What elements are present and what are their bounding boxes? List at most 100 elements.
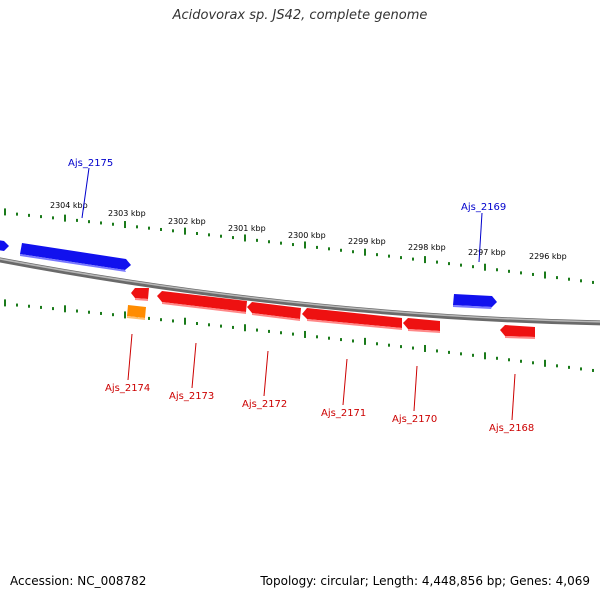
scale-tick-inner	[124, 311, 126, 319]
scale-tick-inner	[592, 368, 594, 372]
scale-tick-inner	[340, 338, 342, 342]
gene-label-ajs2168[interactable]: Ajs_2168	[489, 423, 534, 434]
scale-tick-inner	[28, 304, 30, 308]
accession-text: Accession: NC_008782	[10, 574, 147, 588]
scale-tick-inner	[484, 352, 486, 360]
gene-arrow-ajs2172-shade	[252, 313, 300, 321]
scale-tick-inner	[472, 353, 474, 357]
scale-tick-outer	[556, 276, 558, 280]
gene-arrow-ajs2175[interactable]	[20, 243, 131, 270]
scale-tick-outer	[376, 253, 378, 257]
scale-tick-outer	[16, 212, 18, 216]
scale-tick-outer	[220, 234, 222, 238]
gene-arrow-ajs2169-shade	[453, 305, 492, 309]
scale-ticks-outer	[4, 208, 594, 284]
scale-tick-inner	[232, 325, 234, 329]
leader-ajs2168	[511, 373, 516, 421]
scale-tick-inner	[40, 305, 42, 309]
scale-tick-outer	[268, 240, 270, 244]
scale-tick-outer	[424, 256, 426, 264]
scale-tick-outer	[580, 279, 582, 283]
scale-label: 2298 kbp	[408, 243, 446, 252]
scale-tick-outer	[64, 214, 66, 222]
gene-label-ajs2173[interactable]: Ajs_2173	[169, 391, 214, 402]
scale-tick-outer	[172, 229, 174, 233]
gene-label-ajs2170[interactable]: Ajs_2170	[392, 414, 437, 425]
gene-label-ajs2175[interactable]: Ajs_2175	[68, 158, 113, 169]
scale-tick-inner	[388, 343, 390, 347]
feature-ajs2174-orange-shade	[127, 316, 145, 320]
genome-title: Acidovorax sp. JS42, complete genome	[172, 8, 428, 23]
scale-tick-inner	[556, 364, 558, 368]
scale-tick-inner	[580, 367, 582, 371]
leader-ajs2175	[81, 167, 90, 219]
scale-tick-outer	[352, 250, 354, 254]
scale-tick-inner	[184, 317, 186, 325]
genome-backbone	[0, 257, 600, 326]
scale-tick-inner	[364, 337, 366, 345]
leader-ajs2171	[342, 358, 348, 406]
gene-label-ajs2171[interactable]: Ajs_2171	[321, 408, 366, 419]
scale-tick-inner	[496, 356, 498, 360]
gene-arrow-ajs2170-shade	[408, 329, 440, 333]
scale-tick-outer	[184, 227, 186, 235]
topology-text: Topology: circular; Length: 4,448,856 bp…	[260, 574, 590, 588]
gene-arrow-ajs2172[interactable]	[247, 302, 301, 319]
scale-tick-outer	[448, 262, 450, 266]
gene-arrow-ajs2169[interactable]	[453, 294, 497, 307]
scale-tick-inner	[316, 335, 318, 339]
scale-label: 2304 kbp	[50, 201, 88, 210]
gene-arrow-ajs2171[interactable]	[302, 308, 402, 328]
scale-tick-inner	[148, 316, 150, 320]
scale-tick-outer	[256, 238, 258, 242]
gene-label-ajs2174[interactable]: Ajs_2174	[105, 383, 150, 394]
scale-tick-inner	[244, 324, 246, 332]
scale-tick-inner	[424, 344, 426, 352]
scale-tick-inner	[220, 324, 222, 328]
gene-arrow-ajs2173-shade	[162, 302, 246, 314]
scale-tick-outer	[328, 247, 330, 251]
scale-tick-inner	[328, 336, 330, 340]
gene-labels: Ajs_2175 Ajs_2169 Ajs_2174 Ajs_2173 Ajs_…	[68, 158, 534, 434]
scale-tick-inner	[208, 323, 210, 327]
scale-tick-outer	[232, 236, 234, 240]
scale-tick-outer	[112, 222, 114, 226]
gene-arrow-ajs2170[interactable]	[403, 318, 440, 331]
scale-tick-outer	[100, 221, 102, 225]
scale-label: 2300 kbp	[288, 231, 326, 240]
scale-tick-outer	[136, 225, 138, 229]
scale-label: 2297 kbp	[468, 248, 506, 257]
scale-tick-inner	[568, 365, 570, 369]
feature-ajs2174-orange[interactable]	[127, 305, 146, 318]
scale-tick-inner	[160, 318, 162, 322]
scale-tick-outer	[436, 260, 438, 264]
scale-tick-outer	[496, 268, 498, 272]
scale-tick-inner	[16, 303, 18, 307]
scale-tick-inner	[196, 322, 198, 326]
gene-arrow-ajs2173[interactable]	[157, 291, 247, 312]
gene-arrow-ajs2168[interactable]	[500, 325, 535, 337]
scale-tick-inner	[76, 309, 78, 313]
gene-arrow-offscreen[interactable]	[0, 240, 9, 251]
gene-arrow-ajs2171-shade	[307, 319, 402, 330]
scale-tick-outer	[40, 215, 42, 219]
scale-tick-inner	[352, 339, 354, 343]
scale-label: 2299 kbp	[348, 237, 386, 246]
scale-tick-inner	[412, 346, 414, 350]
scale-tick-inner	[544, 359, 546, 367]
scale-tick-outer	[160, 227, 162, 231]
scale-tick-inner	[52, 307, 54, 311]
scale-tick-inner	[292, 332, 294, 336]
scale-tick-outer	[544, 271, 546, 279]
scale-tick-inner	[88, 310, 90, 314]
scale-tick-outer	[88, 220, 90, 224]
gene-label-ajs2172[interactable]: Ajs_2172	[242, 399, 287, 410]
scale-tick-inner	[256, 328, 258, 332]
gene-arrow-ajs2174[interactable]	[131, 288, 149, 299]
scale-label: 2301 kbp	[228, 224, 266, 233]
scale-tick-inner	[112, 313, 114, 317]
scale-tick-inner	[268, 329, 270, 333]
scale-tick-inner	[172, 319, 174, 323]
gene-label-ajs2169[interactable]: Ajs_2169	[461, 202, 506, 213]
